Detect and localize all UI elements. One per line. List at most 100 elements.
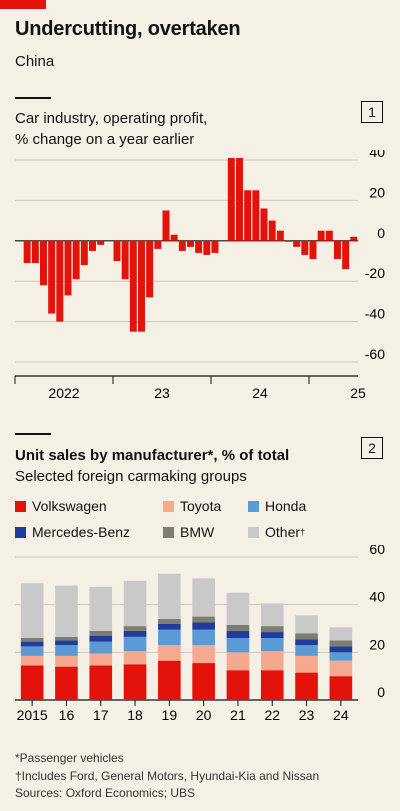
chart1-bar xyxy=(113,240,121,261)
chart2-bar-bmw xyxy=(123,626,147,631)
chart2-bar-toyota xyxy=(123,651,147,665)
chart1-bar xyxy=(146,240,154,298)
chart1-ytick-label: -40 xyxy=(365,306,385,322)
chart1-xtick-label: 2022 xyxy=(48,385,79,400)
chart2-bar-mercedes-benz xyxy=(20,641,44,647)
legend-item-bmw: BMW xyxy=(163,524,214,540)
chart2-bar-other xyxy=(295,615,318,634)
chart2-bar-honda xyxy=(192,629,215,646)
chart1-bar xyxy=(293,240,301,247)
chart2-bar-volkswagen xyxy=(260,670,284,700)
chart2-xtick-label: 2015 xyxy=(17,707,48,723)
chart1-number-box: 1 xyxy=(361,101,383,123)
chart1-bar xyxy=(252,190,260,241)
footnotes: *Passenger vehicles †Includes Ford, Gene… xyxy=(15,750,319,803)
chart2-bar-mercedes-benz xyxy=(329,646,353,653)
chart1-bar xyxy=(325,230,333,241)
chart1-xtick-label: 25 xyxy=(350,385,366,400)
legend-item-honda: Honda xyxy=(248,498,306,514)
chart2-bar-bmw xyxy=(192,616,215,623)
legend-label-toyota: Toyota xyxy=(180,498,222,514)
chart1-bar xyxy=(227,157,235,241)
chart2-bar-other xyxy=(158,573,181,619)
chart2-xtick-label: 17 xyxy=(93,707,109,723)
chart1-bar xyxy=(121,240,129,280)
legend-label-other-dagger: † xyxy=(300,527,306,537)
legend-swatch-volkswagen xyxy=(15,500,26,512)
chart1-ytick-label: 40 xyxy=(369,150,385,160)
chart1-bar xyxy=(244,190,252,241)
chart2-xtick-label: 20 xyxy=(196,707,212,723)
chart2-bar-honda xyxy=(226,638,250,653)
chart2-xtick-label: 18 xyxy=(127,707,143,723)
chart1-ytick-label: 20 xyxy=(369,184,385,200)
chart2-bar-bmw xyxy=(329,640,353,647)
legend-item-volkswagen: Volkswagen xyxy=(15,498,107,514)
chart1-bar xyxy=(276,230,284,241)
chart2-xtick-label: 21 xyxy=(230,707,246,723)
chart2-bar-bmw xyxy=(158,618,181,624)
chart2-rule xyxy=(15,433,51,435)
legend-label-other: Other xyxy=(265,524,301,540)
chart1-bar xyxy=(195,240,203,253)
chart1-bar xyxy=(187,240,194,247)
chart2-bar-volkswagen xyxy=(55,666,78,700)
chart2-svg: 60 40 20 0 2015 16 17 18 19 20 21 22 23 24 xyxy=(15,545,385,723)
chart2-bar-toyota xyxy=(295,655,318,673)
chart1-bar xyxy=(236,157,243,241)
chart2-ytick-label: 0 xyxy=(377,684,385,700)
chart2-bar-mercedes-benz xyxy=(55,640,78,646)
chart2-bar-other xyxy=(192,578,215,617)
chart2-xtick-label: 23 xyxy=(299,707,315,723)
chart2-bar-volkswagen xyxy=(89,665,113,700)
chart2-bar-honda xyxy=(123,636,147,652)
chart1-xtick-label: 23 xyxy=(154,385,170,400)
legend-label-volkswagen: Volkswagen xyxy=(32,498,107,514)
legend-label-mercedes-benz: Mercedes-Benz xyxy=(32,524,131,540)
chart2-bar-other xyxy=(20,583,44,639)
chart2-bar-toyota xyxy=(192,645,215,664)
chart1-ytick-label: -60 xyxy=(365,346,385,362)
chart1-svg: 40 20 0 -20 -40 -60 2022 23 24 25 xyxy=(14,150,385,400)
chart2-bar-mercedes-benz xyxy=(226,630,250,639)
chart2-bar-toyota xyxy=(158,645,181,661)
chart2-xtick-label: 19 xyxy=(162,707,178,723)
chart1-bar xyxy=(80,240,88,266)
chart2-bar-mercedes-benz xyxy=(295,639,318,646)
chart2-bar-mercedes-benz xyxy=(192,622,215,630)
chart2-bar-bmw xyxy=(226,624,250,631)
chart1-title-line2: % change on a year earlier xyxy=(15,131,195,148)
chart1-bar xyxy=(285,240,292,242)
chart2-bar-volkswagen xyxy=(192,663,215,700)
chart2-title-bold: Unit sales by manufacturer*, % of total xyxy=(15,447,290,464)
chart2-bar-honda xyxy=(55,645,78,656)
chart1-bar xyxy=(350,236,358,241)
chart1-bar xyxy=(64,240,72,296)
chart2-bar-other xyxy=(55,585,78,637)
chart2-bar-volkswagen xyxy=(123,664,147,700)
chart2-bar-other xyxy=(123,580,147,627)
chart2-bar-bmw xyxy=(260,626,284,633)
chart2-bar-volkswagen xyxy=(20,665,44,700)
brand-red-tab xyxy=(0,0,46,9)
chart1-bar xyxy=(23,240,31,264)
chart1-bar xyxy=(317,230,325,241)
legend-item-other: Other † xyxy=(248,524,305,540)
chart2-bar-other xyxy=(89,586,113,631)
chart1-xtick-label: 24 xyxy=(252,385,268,400)
chart1-title: Car industry, operating profit, % change… xyxy=(15,108,207,150)
chart1-bar xyxy=(138,240,145,332)
chart2-bar-mercedes-benz xyxy=(89,635,113,642)
chart2-bar-volkswagen xyxy=(295,672,318,700)
chart2-bar-honda xyxy=(158,629,181,646)
chart1-bar xyxy=(31,240,39,264)
chart1-ytick-label: 0 xyxy=(377,225,385,241)
chart1-bar xyxy=(154,240,162,249)
chart1-bar xyxy=(211,240,219,253)
chart1-bar xyxy=(48,240,56,314)
footnote-sources: Sources: Oxford Economics; UBS xyxy=(15,786,196,800)
chart2-bar-mercedes-benz xyxy=(260,632,284,639)
page-title: Undercutting, overtaken xyxy=(15,18,241,40)
chart1-bar xyxy=(301,240,309,255)
chart2-legend: Volkswagen Toyota Honda Mercedes-Benz BM… xyxy=(15,498,395,546)
